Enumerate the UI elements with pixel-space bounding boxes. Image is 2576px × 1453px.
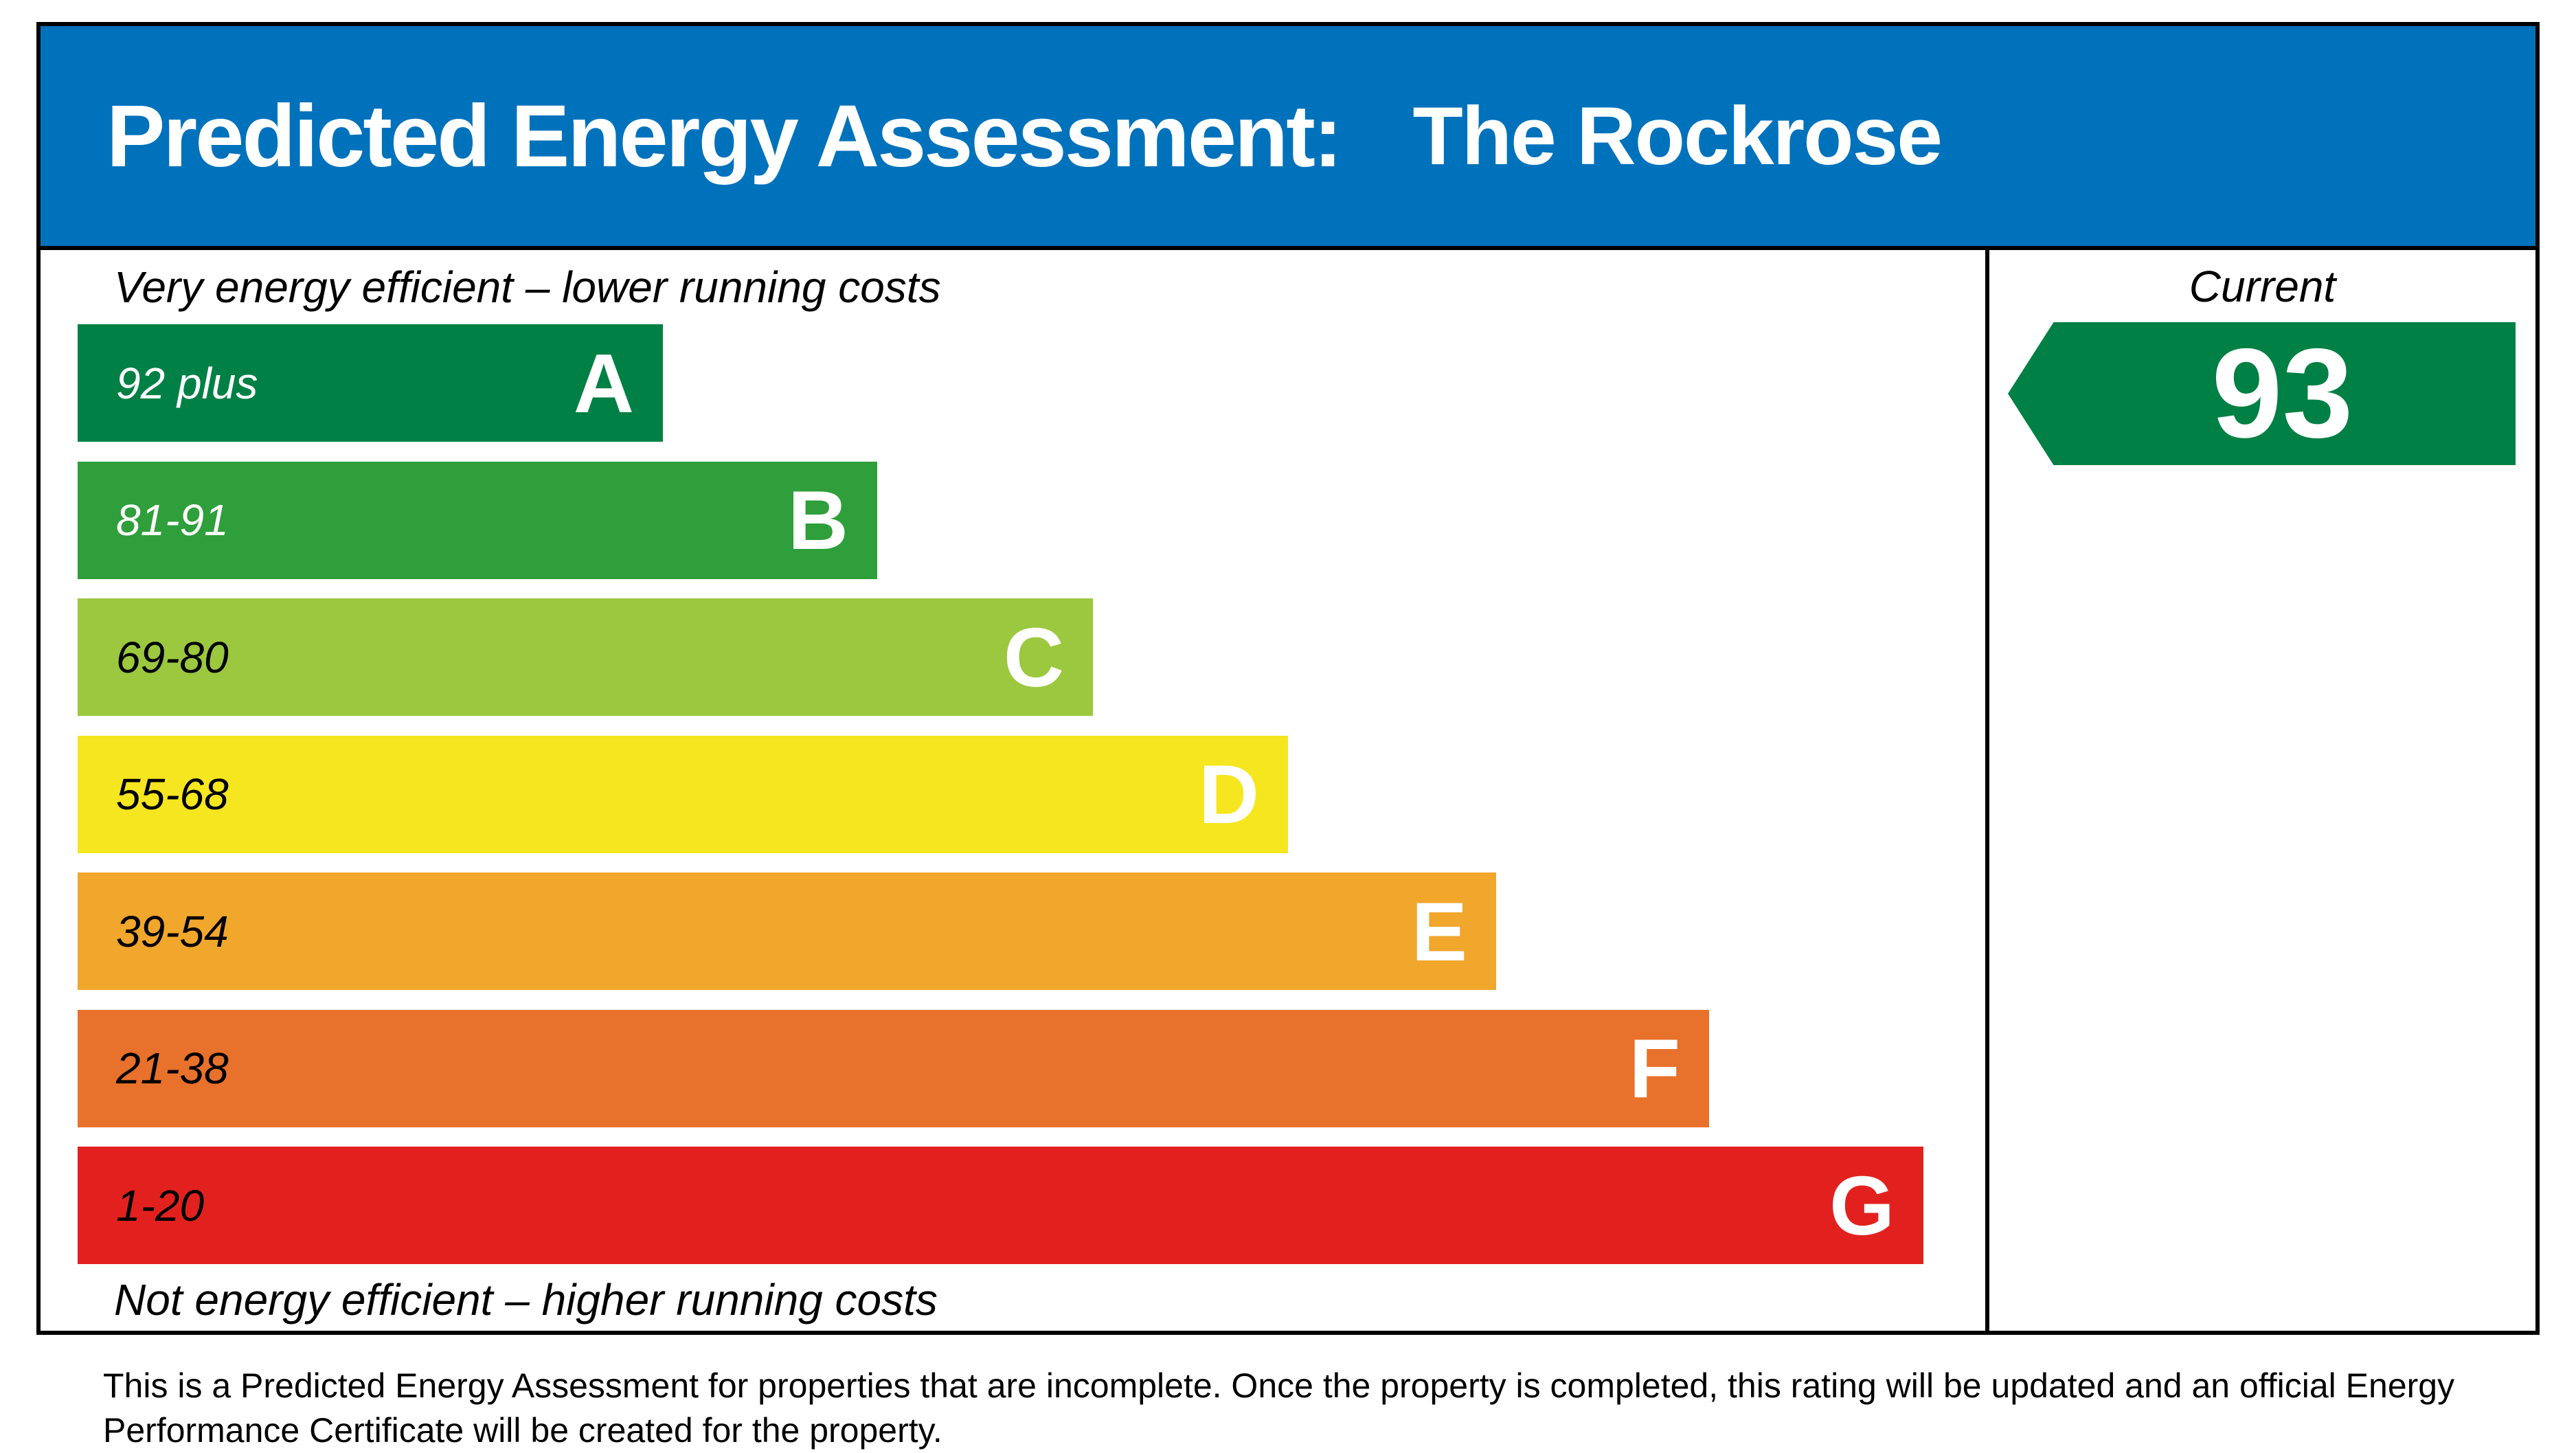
band-letter: A [573,336,634,430]
band-range-label: 1-20 [116,1180,205,1230]
band-letter: C [1003,610,1064,704]
current-rating-panel: Current 93 [1985,250,2535,1331]
band-row-D: 55-68 D [78,735,1288,853]
band-letter: F [1629,1022,1680,1115]
band-range-label: 81-91 [116,495,229,545]
current-rating-value: 93 [2211,322,2353,464]
current-column-header: Current [2189,261,2336,311]
header: Predicted Energy Assessment: The Rockros… [41,26,2535,250]
property-name: The Rockrose [1412,90,1943,182]
page-title: Predicted Energy Assessment: [106,87,1342,185]
epc-chart-box: Predicted Energy Assessment: The Rockros… [36,22,2540,1335]
bottom-caption: Not energy efficient – higher running co… [114,1274,938,1325]
band-row-B: 81-91 B [78,461,877,579]
bands-area: Very energy efficient – lower running co… [41,250,1985,1331]
chart-body: Very energy efficient – lower running co… [41,250,2535,1331]
footer-note: This is a Predicted Energy Assessment fo… [103,1366,2455,1450]
band-range-label: 55-68 [116,769,229,819]
current-rating-arrow: 93 [2008,322,2516,465]
band-range-label: 39-54 [116,906,229,956]
band-row-G: 1-20 G [78,1147,1923,1264]
band-letter: E [1411,884,1467,978]
band-row-F: 21-38 F [78,1009,1709,1127]
band-letter: G [1829,1158,1895,1252]
band-row-E: 39-54 E [78,872,1496,990]
band-list: 92 plus A 81-91 B 69-80 C 55-68 D 39-54 E 21-38 F 1-… [78,324,1985,1264]
band-range-label: 21-38 [116,1044,229,1093]
band-letter: B [787,473,848,567]
band-letter: D [1198,747,1259,841]
top-caption: Very energy efficient – lower running co… [114,262,941,312]
band-row-C: 69-80 C [78,598,1093,716]
band-range-label: 69-80 [116,632,229,682]
band-range-label: 92 plus [116,358,258,408]
band-row-A: 92 plus A [78,324,663,442]
